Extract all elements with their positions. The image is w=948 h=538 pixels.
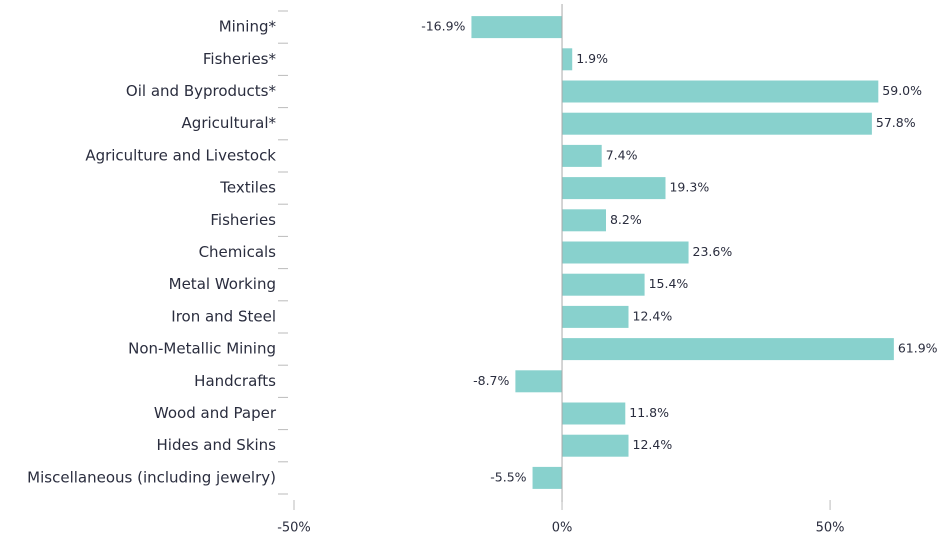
bar [562,80,879,103]
value-label: 23.6% [693,244,733,259]
bar [562,241,689,264]
bar [515,370,563,393]
category-label: Metal Working [169,275,276,293]
bar [562,434,629,457]
category-label: Mining* [219,18,277,36]
x-tick-label: -50% [277,521,311,536]
value-label: 19.3% [669,180,709,195]
value-label: 1.9% [576,51,608,66]
category-label: Agricultural* [182,114,277,132]
bar [562,177,666,200]
bar [562,144,602,167]
value-label: 12.4% [633,437,673,452]
category-label: Chemicals [199,243,277,261]
category-label: Fisheries* [203,50,277,68]
category-label: Oil and Byproducts* [126,82,277,100]
bar [562,112,872,135]
value-label: 7.4% [606,147,638,162]
value-label: 8.2% [610,212,642,227]
category-label: Iron and Steel [171,307,276,325]
value-label: 12.4% [633,308,673,323]
category-label: Miscellaneous (including jewelry) [27,468,276,486]
category-label: Wood and Paper [154,404,277,422]
category-label: Hides and Skins [157,436,277,454]
category-label: Handcrafts [194,372,276,390]
value-label: 59.0% [882,83,922,98]
bar [562,338,894,361]
value-label: 11.8% [629,405,669,420]
value-label: -16.9% [421,19,465,34]
bar [562,402,626,425]
value-label: 57.8% [876,115,916,130]
value-label: 61.9% [898,341,938,356]
bar [562,209,606,232]
bar [562,273,645,296]
bar [471,16,563,39]
value-label: -8.7% [473,373,509,388]
bar [562,48,573,71]
x-tick-label: 50% [816,521,845,536]
category-label: Non-Metallic Mining [128,340,276,358]
category-label: Textiles [219,179,276,197]
value-label: 15.4% [649,276,689,291]
category-label: Fisheries [210,211,276,229]
bar [562,305,629,328]
value-label: -5.5% [490,469,526,484]
x-tick-label: 0% [552,521,573,536]
bar [532,466,563,489]
category-label: Agriculture and Livestock [85,146,276,164]
